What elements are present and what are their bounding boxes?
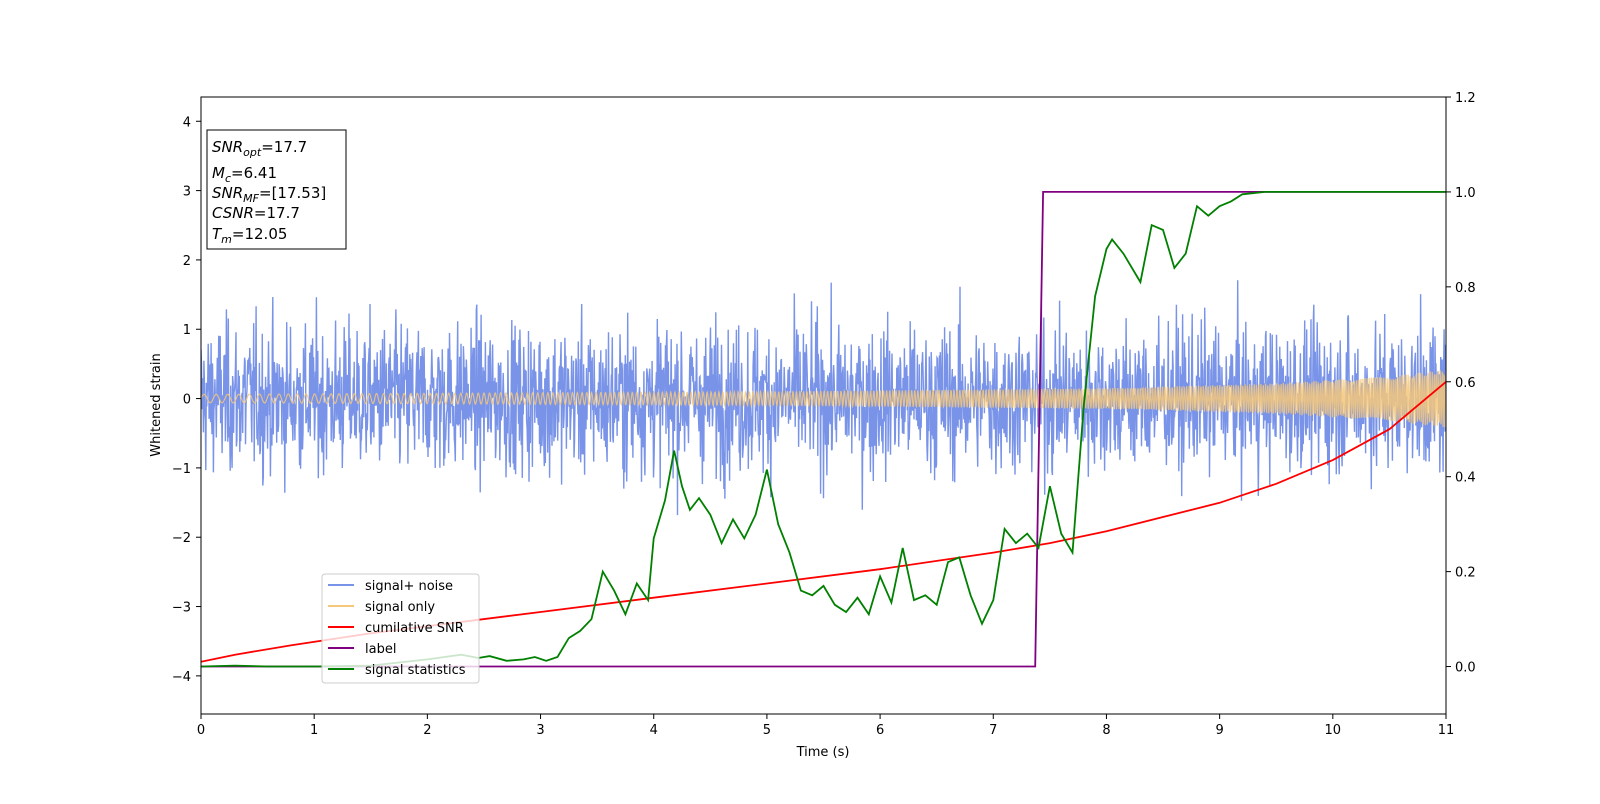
x-tick-label: 3 (536, 723, 544, 738)
info-csnr: CSNR=17.7 (212, 204, 300, 222)
legend-label-signal-statistics: signal statistics (365, 663, 466, 678)
legend-label-label: label (365, 642, 396, 657)
x-tick-label: 2 (423, 723, 431, 738)
x-tick-label: 10 (1325, 723, 1342, 738)
y-right-tick-label: 0.6 (1455, 376, 1476, 391)
y-left-tick-label: 3 (183, 185, 191, 200)
legend-label-signal-only: signal only (365, 600, 435, 615)
x-tick-label: 8 (1102, 723, 1110, 738)
x-tick-label: 9 (1215, 723, 1223, 738)
y-left-tick-label: 1 (183, 323, 191, 338)
ticks-layer: 0 1 2 3 4 5 6 7 8 9 10 11 −4 −3 −2 −1 0 1 2 3 4 0.0 0.2 0.4 0.6 0… (172, 91, 1476, 738)
x-tick-label: 7 (989, 723, 997, 738)
x-tick-label: 4 (650, 723, 658, 738)
y-left-tick-label: 0 (183, 393, 191, 408)
legend-label-cumulative-snr: cumilative SNR (365, 621, 464, 636)
info-mc: Mc=6.41 (212, 164, 277, 185)
y-right-tick-label: 0.8 (1455, 281, 1476, 296)
y-axis-label: Whitened strain (149, 353, 164, 456)
y-right-tick-label: 1.2 (1455, 91, 1476, 106)
label-line (201, 191, 1446, 668)
x-tick-label: 6 (876, 723, 884, 738)
plot-frame (200, 96, 1447, 715)
y-left-tick-label: −4 (172, 670, 191, 685)
legend-frame (321, 573, 480, 684)
signal-only-line (201, 370, 1446, 428)
x-tick-label: 1 (310, 723, 318, 738)
y-right-tick-label: 1.0 (1455, 186, 1476, 201)
y-left-tick-label: 4 (183, 115, 191, 130)
signal-statistics-line (201, 191, 1446, 668)
y-left-tick-label: −2 (172, 531, 191, 546)
x-axis-label: Time (s) (796, 745, 850, 760)
info-box-frame (206, 129, 347, 250)
y-left-tick-label: −1 (172, 462, 191, 477)
signal-only-layer (201, 370, 1446, 428)
y-right-tick-label: 0.2 (1455, 566, 1476, 581)
legend: signal+ noise signal only cumilative SNR… (321, 573, 480, 684)
y-left-tick-label: 2 (183, 254, 191, 269)
y-right-tick-label: 0.0 (1455, 661, 1476, 676)
info-snr-mf: SNRMF=[17.53] (212, 184, 326, 205)
x-tick-label: 5 (763, 723, 771, 738)
info-tm: Tm=12.05 (212, 225, 287, 246)
info-box: SNRopt=17.7 Mc=6.41 SNRMF=[17.53] CSNR=1… (206, 129, 347, 250)
x-tick-label: 11 (1438, 723, 1455, 738)
legend-label-signal-noise: signal+ noise (365, 579, 453, 594)
info-snr-opt: SNRopt=17.7 (212, 138, 307, 159)
x-tick-label: 0 (197, 723, 205, 738)
y-left-tick-label: −3 (172, 601, 191, 616)
y-right-tick-label: 0.4 (1455, 471, 1476, 486)
